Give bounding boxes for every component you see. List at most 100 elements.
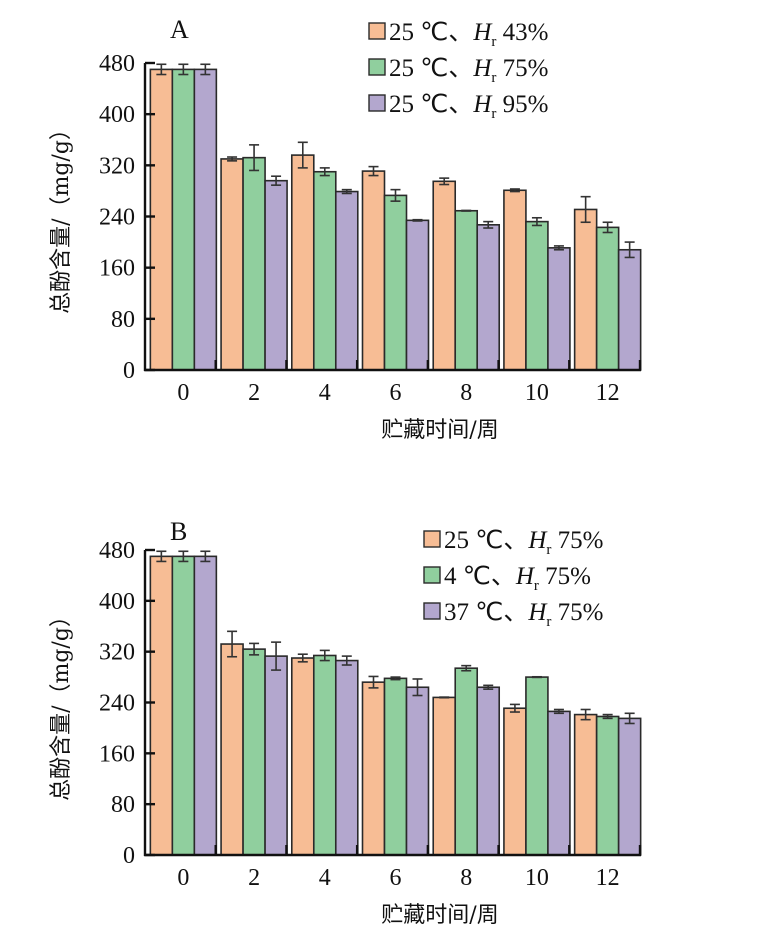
panel-a-error-bar [319, 167, 330, 177]
panel-b-bar [290, 657, 315, 856]
panel-a-x-tick-label: 10 [525, 380, 549, 406]
panel-a-error-bar [156, 63, 167, 76]
panel-b-y-tick-label: 480 [99, 538, 135, 564]
panel-b-x-tick-label: 12 [596, 865, 620, 891]
panel-a-bar [334, 190, 359, 371]
panel-b-x-tick-label: 10 [525, 865, 549, 891]
panel-b-legend: 25 ℃、Hr 75% 4 ℃、Hr 75% 37 ℃、Hr 75% [423, 527, 603, 630]
legend-label: 25 ℃、Hr 43% [389, 19, 548, 50]
panel-a-error-bar [509, 188, 520, 193]
panel-b-legend-item: 4 ℃、Hr 75% [423, 563, 591, 594]
panel-b-bar [242, 648, 266, 856]
panel-a-x-tick-label: 2 [248, 380, 260, 406]
panel-b-error-bar [624, 712, 635, 725]
panel-b-bar [312, 654, 337, 856]
panel-b-y-tick-label: 0 [123, 843, 135, 869]
legend-label: 25 ℃、Hr 95% [389, 91, 548, 122]
panel-b-y-tick-label: 80 [111, 792, 135, 818]
panel-a-bar [573, 208, 598, 371]
panel-a-error-bar [602, 221, 613, 234]
panel-a-legend-item: 25 ℃、Hr 43% [368, 19, 548, 50]
panel-b-error-bar [602, 713, 613, 720]
panel-b-error-bar [178, 550, 189, 563]
panel-b-error-bar [580, 708, 591, 721]
panel-b-error-bar [249, 642, 260, 656]
panel-a-bar [525, 220, 549, 371]
panel-b-x-axis-title: 贮藏时间/周 [381, 903, 498, 928]
panel-a-error-bar [341, 188, 352, 195]
panel-a-x-axis-title: 贮藏时间/周 [381, 418, 498, 443]
panel-b-bar [595, 715, 620, 856]
panel-a-bar [383, 194, 408, 371]
panel-a-error-bar [553, 245, 564, 251]
panel-a-y-tick-label: 480 [99, 51, 135, 77]
panel-b-bar [432, 696, 457, 856]
panel-a-bar [476, 224, 501, 371]
panel-a-y-tick-label: 320 [99, 153, 135, 179]
panel-b-chart: B 总酚含量/（mg/g） 贮藏时间/周 0 80 160 240 320 400 480 0… [49, 517, 642, 928]
panel-b-bar [405, 686, 430, 856]
panel-b-bar [264, 655, 288, 856]
panel-a-bar [220, 158, 244, 371]
panel-b-legend-item: 25 ℃、Hr 75% [423, 527, 603, 558]
panel-a-y-tick-label: 0 [123, 358, 135, 384]
panel-a-legend-item: 25 ℃、Hr 75% [368, 55, 548, 86]
panel-a-bar [290, 154, 315, 371]
panel-a-bar [264, 179, 288, 371]
panel-b-bar [361, 681, 386, 856]
panel-b-bar [220, 643, 244, 856]
legend-label: 4 ℃、Hr 75% [444, 563, 591, 594]
panel-a-bar [503, 189, 527, 371]
panel-b-y-tick-label: 400 [99, 589, 135, 615]
panel-b-label: B [170, 517, 187, 546]
panel-b-x-tick-label: 4 [319, 865, 331, 891]
panel-b-error-bar [439, 696, 450, 699]
panel-a-bar [312, 170, 337, 371]
panel-a-chart: A 总酚含量/（mg/g） 贮藏时间/周 0 80 160 240 320 400 480 0… [49, 15, 642, 443]
panel-b-error-bar [227, 630, 238, 658]
panel-b-error-bar [531, 675, 542, 679]
panel-b-x-tick-label: 6 [390, 865, 402, 891]
panel-b-error-bar [390, 676, 401, 681]
legend-swatch [368, 22, 386, 40]
panel-a-x-tick-label: 8 [460, 380, 472, 406]
legend-swatch [423, 530, 441, 548]
panel-a-error-bar [200, 63, 211, 76]
panel-b-bar [525, 676, 549, 856]
panel-b-y-axis-title: 总酚含量/（mg/g） [49, 605, 74, 801]
panel-a-error-bar [368, 165, 379, 177]
legend-label: 25 ℃、Hr 75% [389, 55, 548, 86]
panel-b-error-bar [412, 678, 423, 697]
panel-a-error-bar [439, 177, 450, 186]
panel-a-bar [171, 68, 196, 371]
panel-b-error-bar [553, 708, 564, 715]
panel-b-error-bar [461, 664, 472, 672]
legend-swatch [423, 566, 441, 584]
panel-a-error-bar [178, 63, 189, 76]
panel-b-series-1 [149, 550, 598, 856]
panel-b-error-bar [341, 655, 352, 666]
panel-b-error-bar [509, 703, 520, 713]
panel-b-bar [476, 686, 501, 856]
panel-a-y-tick-label: 400 [99, 102, 135, 128]
panel-a-error-bar [580, 195, 591, 224]
panel-a-x-tick-label: 12 [596, 380, 620, 406]
panel-a-bar [405, 219, 430, 371]
panel-a-error-bar [461, 209, 472, 212]
panel-a-x-tick-label: 0 [177, 380, 189, 406]
panel-a-error-bar [412, 218, 423, 222]
panel-a-bar [242, 156, 266, 371]
panel-a-label: A [170, 15, 189, 44]
panel-a-y-tick-label: 240 [99, 205, 135, 231]
panel-b-error-bar [200, 550, 211, 563]
legend-swatch [368, 58, 386, 76]
panel-a-y-axis-title: 总酚含量/（mg/g） [49, 118, 74, 314]
panel-a-bar [617, 248, 642, 371]
legend-swatch [368, 94, 386, 112]
panel-b-bar [334, 659, 359, 856]
panel-b-error-bar [368, 675, 379, 689]
panel-b-error-bar [319, 649, 330, 662]
panel-a-bar [454, 209, 479, 371]
panel-a-series-3 [193, 63, 642, 371]
